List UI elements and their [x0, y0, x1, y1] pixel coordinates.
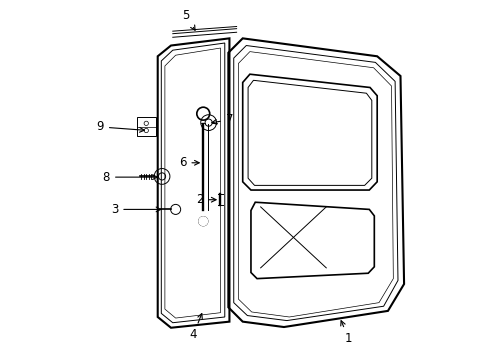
Text: 2: 2	[195, 193, 216, 206]
Text: 6: 6	[179, 156, 199, 169]
Text: 1: 1	[340, 321, 352, 345]
Text: 3: 3	[111, 203, 161, 216]
Text: 5: 5	[182, 9, 195, 30]
Text: 4: 4	[189, 314, 202, 341]
Circle shape	[199, 217, 207, 226]
Text: 7: 7	[211, 113, 233, 126]
Bar	[137, 117, 155, 136]
Text: 8: 8	[102, 171, 157, 184]
Text: 9: 9	[96, 121, 144, 134]
